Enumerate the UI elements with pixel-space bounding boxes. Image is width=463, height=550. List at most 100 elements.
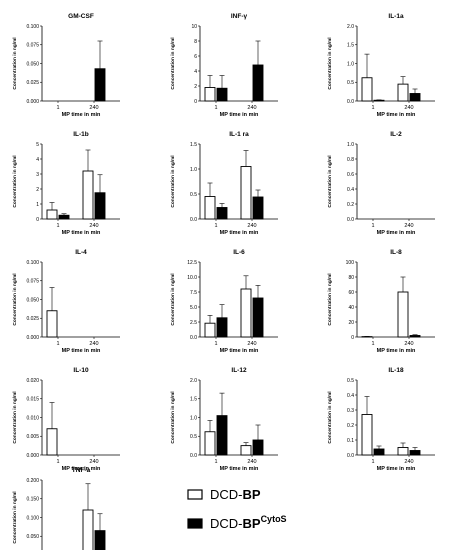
y-tick-label: 0.0 xyxy=(190,335,197,341)
bar-dcd-bp xyxy=(204,196,216,220)
x-axis-label: MP time in min xyxy=(220,348,259,354)
y-tick-label: 0.015 xyxy=(26,397,39,403)
chart-panel-il-4: IL-4 0.000 0.025 0.050 0.075 0.100 Concentrati… xyxy=(12,249,120,354)
y-tick-label: 0.000 xyxy=(26,453,39,459)
y-tick-label: 0.8 xyxy=(347,157,354,163)
y-tick-label: 5 xyxy=(36,142,39,148)
y-tick-label: 4 xyxy=(36,157,39,163)
y-tick-label: 8 xyxy=(194,39,197,45)
y-tick-label: 0.000 xyxy=(26,99,39,105)
x-axis-label: MP time in min xyxy=(377,348,416,354)
bar-dcd-bp-cytos xyxy=(216,87,228,102)
bar-dcd-bp xyxy=(397,291,409,338)
y-tick-label: 0.075 xyxy=(26,43,39,49)
bar-dcd-bp-cytos xyxy=(252,439,264,456)
y-tick-label: 4 xyxy=(194,69,197,75)
y-tick-label: 0.200 xyxy=(26,478,39,484)
chart-panel-il-1a: IL-1a 0.0 0.5 1.0 1.5 2.0 Concentration in ng/… xyxy=(327,13,435,118)
x-axis-label: MP time in min xyxy=(377,230,416,236)
y-tick-label: 1.0 xyxy=(347,142,354,148)
chart-panel-il-8: IL-8 0 20 40 60 80 100 Concentration in ng/ml 1 2… xyxy=(327,249,435,354)
x-tick-label: 1 xyxy=(56,459,59,465)
bar-dcd-bp-cytos xyxy=(216,415,228,456)
y-tick-label: 80 xyxy=(348,275,354,281)
chart-title: INF-γ xyxy=(231,13,248,20)
y-tick-label: 0.5 xyxy=(190,192,197,198)
y-axis-label: Concentration in ng/ml xyxy=(12,37,18,89)
x-tick-label: 240 xyxy=(89,341,98,347)
y-tick-label: 0.150 xyxy=(26,497,39,503)
bar-dcd-bp-cytos xyxy=(94,530,106,550)
y-tick-label: 0.5 xyxy=(347,80,354,86)
bar-dcd-bp xyxy=(240,166,252,220)
y-tick-label: 1 xyxy=(36,202,39,208)
x-tick-label: 240 xyxy=(247,105,256,111)
y-tick-label: 1.5 xyxy=(190,397,197,403)
x-tick-label: 1 xyxy=(371,341,374,347)
y-tick-label: 60 xyxy=(348,290,354,296)
y-axis-label: Concentration in ng/ml xyxy=(12,273,18,325)
x-tick-label: 240 xyxy=(89,459,98,465)
bar-dcd-bp xyxy=(204,87,216,102)
y-tick-label: 0.0 xyxy=(347,453,354,459)
x-tick-label: 240 xyxy=(89,223,98,229)
x-tick-label: 240 xyxy=(404,223,413,229)
chart-title: IL-1b xyxy=(73,131,89,138)
y-axis-label: Concentration in ng/ml xyxy=(327,273,333,325)
bar-dcd-bp-cytos xyxy=(252,196,264,220)
y-tick-label: 0.0 xyxy=(347,99,354,105)
x-tick-label: 1 xyxy=(214,341,217,347)
x-tick-label: 240 xyxy=(404,459,413,465)
chart-panel-inf-: INF-γ 0 2 4 6 8 10 Concentration in ng/ml 1 240MP… xyxy=(170,13,278,118)
y-tick-label: 20 xyxy=(348,320,354,326)
bar-dcd-bp xyxy=(46,209,58,220)
x-axis-label: MP time in min xyxy=(62,466,101,472)
legend-label-dcd-bp-cytos: DCD-BPCytoS xyxy=(210,514,287,531)
y-tick-label: 0.075 xyxy=(26,279,39,285)
chart-title: IL-10 xyxy=(73,367,89,374)
y-tick-label: 0.5 xyxy=(190,434,197,440)
x-tick-label: 1 xyxy=(371,459,374,465)
chart-panel-il-1b: IL-1b 0 1 2 3 4 5 Concentration in ng/ml 1 240MP … xyxy=(12,131,120,236)
x-axis-label: MP time in min xyxy=(62,230,101,236)
y-tick-label: 0.050 xyxy=(26,297,39,303)
x-axis-label: MP time in min xyxy=(62,112,101,118)
y-tick-label: 2.0 xyxy=(347,24,354,30)
x-axis-label: MP time in min xyxy=(62,348,101,354)
bar-dcd-bp xyxy=(204,431,216,456)
x-tick-label: 1 xyxy=(56,223,59,229)
chart-title: IL-1a xyxy=(388,13,404,20)
y-tick-label: 1.0 xyxy=(190,167,197,173)
y-axis-label: Concentration in ng/ml xyxy=(170,391,176,443)
bar-dcd-bp xyxy=(82,170,94,220)
x-tick-label: 1 xyxy=(371,105,374,111)
y-tick-label: 2 xyxy=(36,187,39,193)
y-tick-label: 1.0 xyxy=(190,415,197,421)
bar-dcd-bp xyxy=(361,414,373,456)
bar-dcd-bp xyxy=(204,322,216,338)
bar-dcd-bp-cytos xyxy=(252,297,264,338)
bar-dcd-bp-cytos xyxy=(409,93,421,102)
y-tick-label: 7.5 xyxy=(190,290,197,296)
x-tick-label: 1 xyxy=(214,223,217,229)
y-tick-label: 40 xyxy=(348,305,354,311)
y-tick-label: 0.100 xyxy=(26,24,39,30)
y-tick-label: 1.5 xyxy=(190,142,197,148)
x-tick-label: 1 xyxy=(56,341,59,347)
x-tick-label: 240 xyxy=(247,223,256,229)
bar-dcd-bp xyxy=(240,445,252,456)
y-tick-label: 0.2 xyxy=(347,202,354,208)
bar-dcd-bp xyxy=(82,509,94,550)
y-axis-label: Concentration in ng/ml xyxy=(170,273,176,325)
y-axis-label: Concentration in ng/ml xyxy=(327,37,333,89)
y-tick-label: 0.005 xyxy=(26,434,39,440)
y-axis-label: Concentration in ng/ml xyxy=(327,155,333,207)
y-tick-label: 0.000 xyxy=(26,335,39,341)
y-tick-label: 10 xyxy=(191,24,197,30)
y-tick-label: 0.6 xyxy=(347,172,354,178)
chart-title: IL-18 xyxy=(388,367,404,374)
chart-title: IL-4 xyxy=(75,249,87,256)
bar-dcd-bp xyxy=(240,288,252,338)
chart-title: IL-12 xyxy=(231,367,247,374)
